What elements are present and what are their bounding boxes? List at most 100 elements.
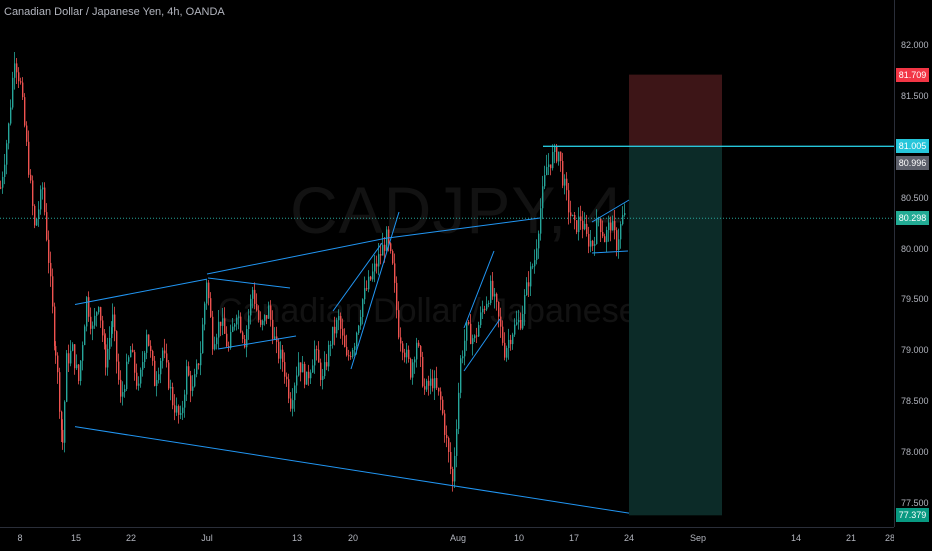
candle-body [88, 297, 90, 317]
candle-body [42, 187, 44, 190]
candle-body [112, 314, 114, 328]
candle-body [78, 364, 80, 381]
candle-body [107, 348, 109, 368]
candle-body [244, 339, 246, 348]
trendline-4 [384, 217, 541, 239]
candle-body [342, 328, 344, 336]
candle-body [111, 327, 113, 339]
time-tick: 24 [623, 533, 635, 543]
candle-body [412, 362, 414, 378]
candle-body [146, 334, 148, 353]
candle-body [392, 251, 394, 264]
candle-body [328, 344, 330, 367]
candle-body [226, 333, 228, 347]
pattern-line-6 [463, 318, 501, 372]
candle-body [402, 343, 404, 353]
time-tick: 17 [568, 533, 580, 543]
candle-body [242, 332, 244, 340]
candle-body [152, 350, 154, 361]
time-axis[interactable]: 8 15 22 Jul 13 20 Aug 10 17 24 Sep 14 21 28 [0, 527, 895, 551]
candle-body [304, 363, 306, 385]
candle-body [220, 321, 222, 326]
candle-body [346, 346, 348, 356]
candle-body [280, 349, 282, 359]
candle-body [322, 376, 324, 381]
candle-body [18, 72, 20, 82]
candle-body [82, 345, 84, 361]
candle-body [274, 336, 276, 339]
target-price-label: 77.379 [896, 508, 929, 523]
candle-body [410, 359, 412, 378]
candle-body [350, 355, 352, 357]
candle-body [100, 307, 102, 321]
candle-body [460, 358, 462, 393]
candle-body [230, 331, 232, 348]
chart-pane[interactable]: CADJPY, 4h Canadian Dollar / Japanese Ye… [0, 0, 894, 527]
candle-body [384, 244, 386, 251]
candle-body [508, 339, 510, 348]
candle-body [332, 326, 334, 345]
candle-body [502, 326, 504, 343]
candle-body [568, 190, 570, 213]
candle-body [570, 212, 572, 216]
candle-body [562, 160, 564, 186]
pattern-line-4 [350, 211, 400, 370]
candle-body [404, 352, 406, 358]
candle-body [212, 316, 214, 350]
candle-body [334, 326, 336, 334]
candle-body [482, 308, 484, 313]
candle-body [540, 208, 542, 234]
candle-body [408, 349, 410, 360]
candle-body [618, 239, 620, 251]
candle-body [138, 383, 140, 386]
candle-body [298, 362, 300, 376]
candle-body [370, 276, 372, 280]
candle-body [162, 350, 164, 361]
trendline-1 [74, 278, 208, 306]
candle-body [76, 364, 78, 369]
candle-body [394, 263, 396, 283]
time-tick: 10 [513, 533, 525, 543]
candle-body [556, 146, 558, 162]
pattern-line-7 [591, 250, 629, 254]
candle-body [602, 232, 604, 237]
candle-body [336, 320, 338, 334]
candle-body [142, 362, 144, 370]
candle-body [616, 230, 618, 251]
candle-body [66, 353, 68, 402]
candle-body [414, 359, 416, 363]
candle-body [190, 375, 192, 391]
candle-body [90, 316, 92, 329]
candle-body [418, 342, 420, 347]
candle-body [560, 151, 562, 161]
price-axis[interactable]: 82.00081.50081.00080.50080.00079.50079.0… [894, 0, 932, 527]
candle-body [290, 398, 292, 409]
candle-body [470, 323, 472, 344]
candle-body [116, 331, 118, 362]
candle-body [326, 362, 328, 367]
candle-body [250, 298, 252, 316]
candle-body [492, 280, 494, 297]
price-plot[interactable] [0, 0, 894, 527]
candle-body [234, 324, 236, 327]
candle-body [324, 362, 326, 377]
candle-body [124, 389, 126, 393]
candle-body [526, 282, 528, 296]
candle-body [434, 378, 436, 389]
candle-body [604, 236, 606, 243]
price-tick: 78.000 [901, 447, 929, 458]
candle-body [466, 322, 468, 341]
candle-body [160, 360, 162, 375]
candle-body [286, 376, 288, 380]
candle-body [272, 319, 274, 339]
candle-body [122, 392, 124, 397]
candle-body [52, 276, 54, 307]
candle-body [302, 363, 304, 373]
candle-body [362, 299, 364, 318]
candle-body [62, 429, 64, 443]
candle-body [494, 293, 496, 297]
candle-body [312, 365, 314, 373]
candle-body [182, 407, 184, 414]
candle-body [140, 369, 142, 384]
candle-body [576, 220, 578, 233]
